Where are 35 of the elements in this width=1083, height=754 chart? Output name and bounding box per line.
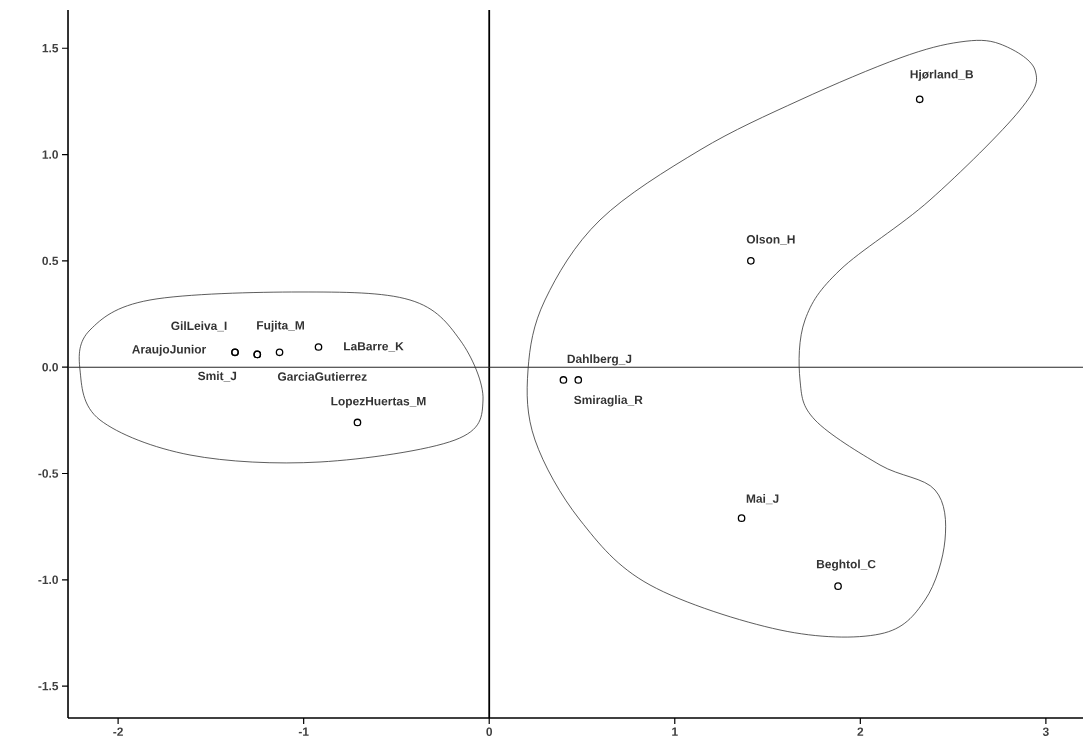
x-tick-label: 2 <box>857 727 864 736</box>
y-tick-label: 0.0 <box>42 362 58 372</box>
x-tick-label: 1 <box>672 727 678 736</box>
annotation: Smit_J <box>198 371 237 382</box>
annotation: GilLeiva_I <box>171 321 227 332</box>
x-tick-label: 0 <box>486 727 493 736</box>
annotation: AraujoJunior <box>132 344 207 356</box>
point <box>314 343 323 351</box>
point <box>747 257 755 265</box>
annotation: Smiraglia_R <box>574 395 643 407</box>
annotation: Mai_J <box>746 494 779 505</box>
annotation: Beghtol_C <box>816 559 876 571</box>
y-tick-label: 1.0 <box>42 150 58 159</box>
point <box>834 582 842 591</box>
y-tick-label: 0.5 <box>42 256 59 266</box>
y-tick-label: -1.5 <box>38 681 59 691</box>
x-tick-label: 3 <box>1042 727 1049 736</box>
y-tick-label: -1.0 <box>38 575 58 585</box>
annotation: Olson_H <box>746 234 795 245</box>
annotation: Hjørland_B <box>910 69 974 81</box>
x-tick-label: -1 <box>298 727 309 736</box>
annotation: LaBarre_K <box>344 342 404 352</box>
point <box>275 348 284 357</box>
point <box>915 95 924 104</box>
annotation: LopezHuertas_M <box>331 397 426 408</box>
point <box>559 376 568 384</box>
point <box>574 376 583 384</box>
point <box>737 514 746 522</box>
x-tick-label: -2 <box>113 727 123 736</box>
annotation: Dahlberg_J <box>567 354 632 366</box>
y-tick-label: -0.5 <box>38 469 59 478</box>
annotation: GarciaGutierrez <box>277 372 367 381</box>
annotation: Fujita_M <box>257 320 304 332</box>
point <box>353 418 362 427</box>
y-tick-label: 1.5 <box>42 44 59 53</box>
